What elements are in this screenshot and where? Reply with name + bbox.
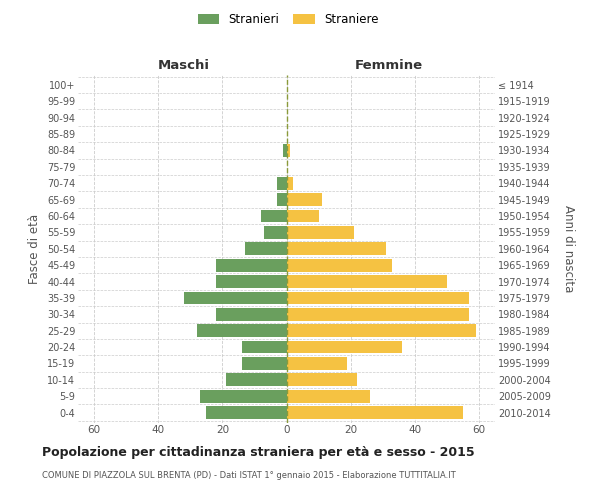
Bar (216, 258, 287, 272)
Text: Maschi: Maschi (158, 58, 210, 71)
Bar (287, 292, 469, 304)
Bar (287, 390, 370, 402)
Bar (287, 374, 357, 386)
Bar (287, 275, 447, 288)
Bar (287, 177, 293, 190)
Bar (287, 406, 463, 419)
Bar (216, 308, 287, 320)
Bar (287, 193, 322, 206)
Text: Femmine: Femmine (355, 58, 423, 71)
Bar (287, 340, 402, 353)
Bar (287, 242, 386, 255)
Bar (277, 193, 287, 206)
Bar (245, 242, 287, 255)
Bar (184, 292, 287, 304)
Bar (242, 357, 287, 370)
Y-axis label: Anni di nascita: Anni di nascita (562, 205, 575, 292)
Bar (287, 308, 469, 320)
Text: Popolazione per cittadinanza straniera per età e sesso - 2015: Popolazione per cittadinanza straniera p… (42, 446, 475, 459)
Bar (226, 374, 287, 386)
Bar (200, 390, 287, 402)
Bar (287, 324, 476, 337)
Bar (287, 258, 392, 272)
Bar (261, 210, 287, 222)
Bar (216, 275, 287, 288)
Bar (287, 144, 290, 157)
Bar (287, 210, 319, 222)
Y-axis label: Fasce di età: Fasce di età (28, 214, 41, 284)
Bar (197, 324, 287, 337)
Text: COMUNE DI PIAZZOLA SUL BRENTA (PD) - Dati ISTAT 1° gennaio 2015 - Elaborazione T: COMUNE DI PIAZZOLA SUL BRENTA (PD) - Dat… (42, 471, 456, 480)
Bar (277, 177, 287, 190)
Bar (283, 144, 287, 157)
Bar (242, 340, 287, 353)
Bar (206, 406, 287, 419)
Bar (264, 226, 287, 239)
Legend: Stranieri, Straniere: Stranieri, Straniere (193, 8, 383, 31)
Bar (287, 226, 354, 239)
Bar (287, 357, 347, 370)
